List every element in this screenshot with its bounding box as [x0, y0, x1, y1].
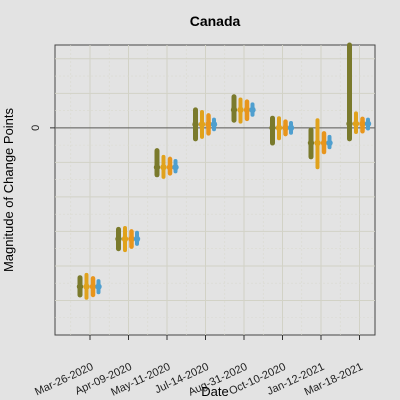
point-estimate: [83, 283, 90, 290]
point-estimate: [314, 139, 321, 147]
point-estimate: [307, 139, 315, 147]
point-estimate: [192, 121, 199, 128]
point-estimate: [359, 120, 366, 127]
point-estimate: [230, 106, 238, 114]
y-tick-label: 0: [30, 125, 42, 131]
point-estimate: [205, 121, 212, 128]
point-estimate: [287, 124, 295, 132]
point-estimate: [166, 164, 174, 171]
chart-title: Canada: [190, 13, 241, 29]
point-estimate: [346, 120, 353, 127]
point-estimate: [121, 235, 129, 243]
plot-panel: [54, 44, 376, 336]
point-estimate: [352, 120, 360, 127]
point-estimate: [76, 283, 84, 290]
grid: [55, 45, 375, 335]
point-estimate: [243, 106, 251, 114]
point-estimate: [128, 235, 135, 243]
x-axis-label: Date: [201, 384, 228, 399]
y-axis-ticks: 0: [30, 125, 55, 131]
point-estimate: [95, 283, 102, 290]
point-estimate: [269, 124, 276, 132]
point-estimate: [275, 124, 283, 132]
x-axis-ticks: Mar-26-2020Apr-09-2020May-11-2020Jul-14-…: [33, 335, 365, 399]
point-estimate: [153, 164, 161, 171]
point-estimate: [320, 139, 328, 147]
point-estimate: [172, 164, 179, 171]
point-estimate: [210, 121, 218, 128]
point-estimate: [133, 235, 141, 243]
point-estimate: [364, 120, 372, 127]
data-marks: [55, 42, 375, 300]
point-estimate: [282, 124, 289, 132]
point-estimate: [160, 164, 167, 171]
point-estimate: [237, 106, 244, 114]
point-estimate: [115, 235, 122, 243]
y-axis-label: Magnitude of Change Points: [1, 107, 16, 272]
point-estimate: [89, 283, 97, 290]
point-estimate: [198, 121, 206, 128]
point-estimate: [249, 106, 256, 114]
point-estimate: [326, 139, 333, 147]
